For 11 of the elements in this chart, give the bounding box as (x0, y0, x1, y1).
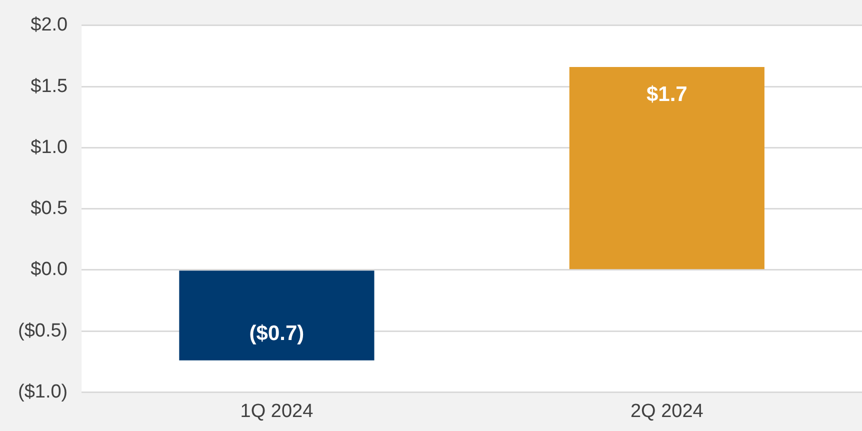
y-tick-label: $0.5 (30, 198, 68, 220)
y-tick-label: $1.0 (30, 136, 68, 158)
data-label: ($0.7) (249, 322, 304, 346)
y-tick-label: $1.5 (30, 76, 68, 97)
x-tick-label: 1Q 2024 (240, 400, 314, 422)
y-tick-label: ($1.0) (18, 381, 68, 402)
x-tick-label: 2Q 2024 (630, 400, 704, 422)
y-tick-label: ($0.5) (18, 320, 68, 342)
y-tick-label: $0.0 (30, 259, 68, 280)
data-label: $1.7 (646, 82, 688, 106)
y-tick-label: $2.0 (30, 14, 68, 36)
